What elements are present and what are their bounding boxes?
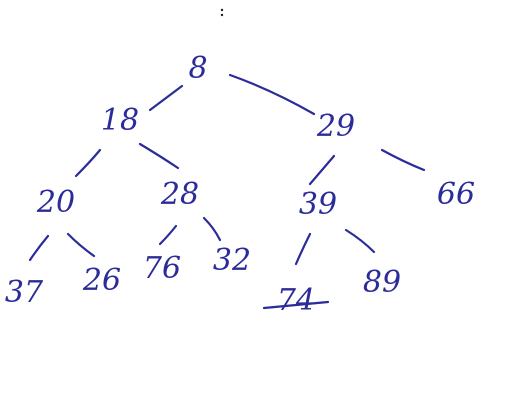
nodes: 8 18 29 20 28 39 66 37 26 76 32 74 89 (5, 51, 475, 318)
node-29: 29 (316, 109, 355, 144)
edge-39-to-74 (294, 232, 312, 266)
node-66: 66 (437, 177, 475, 212)
node-39: 39 (299, 187, 337, 222)
edge-20-to-37 (28, 234, 50, 262)
node-74: 74 (277, 283, 315, 318)
node-32: 32 (213, 243, 251, 278)
edge-8-to-29 (228, 73, 316, 116)
edge-28-to-76 (158, 224, 178, 246)
stray-mark (220, 8, 224, 17)
edge-18-to-20 (74, 148, 102, 178)
edge-29-to-39 (308, 154, 336, 186)
edge-20-to-26 (66, 232, 96, 258)
edges (28, 73, 426, 266)
edge-8-to-18 (148, 84, 184, 112)
node-26: 26 (82, 263, 121, 298)
node-18: 18 (101, 103, 139, 138)
strike-mark-74 (262, 300, 330, 310)
edge-18-to-28 (138, 142, 180, 170)
node-28: 28 (160, 177, 199, 212)
node-20: 20 (36, 185, 75, 220)
edge-29-to-66 (380, 148, 426, 172)
node-89: 89 (363, 265, 401, 300)
edge-39-to-89 (344, 228, 376, 254)
node-37: 37 (5, 275, 44, 310)
node-76: 76 (143, 251, 181, 286)
node-8: 8 (188, 51, 207, 86)
edge-28-to-32 (202, 216, 222, 242)
